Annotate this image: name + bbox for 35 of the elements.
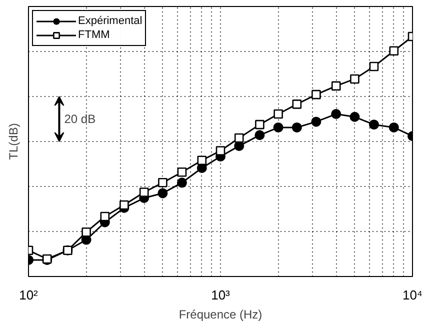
point [216, 146, 226, 156]
point [158, 178, 168, 188]
point [292, 100, 302, 109]
point [139, 188, 149, 197]
point [197, 156, 207, 165]
point [255, 120, 264, 130]
point [254, 130, 265, 140]
point [176, 178, 187, 188]
point [312, 90, 321, 100]
point [388, 122, 399, 132]
point [369, 62, 379, 72]
point [311, 116, 322, 127]
point [274, 109, 283, 119]
point [273, 122, 284, 132]
x-axis-title: Fréquence (Hz) [178, 308, 262, 322]
y-axis-title: TL(dB) [6, 123, 20, 160]
point [350, 112, 360, 122]
x-tick-label: 10³ [211, 288, 231, 302]
point [368, 120, 379, 130]
legend-label: FTMM [78, 28, 110, 42]
point [158, 188, 168, 198]
x-tick-label: 10⁴ [402, 288, 423, 302]
point [82, 227, 91, 237]
point [350, 74, 360, 84]
point [331, 109, 342, 120]
point [120, 200, 129, 210]
point [389, 46, 399, 56]
point [292, 122, 302, 132]
point [234, 133, 244, 143]
annotation: 20 dB [64, 112, 96, 126]
x-tick-label: 10² [19, 288, 39, 302]
point [177, 167, 187, 177]
point [100, 212, 110, 222]
legend-label: Expérimental [78, 14, 142, 28]
point [331, 81, 341, 91]
